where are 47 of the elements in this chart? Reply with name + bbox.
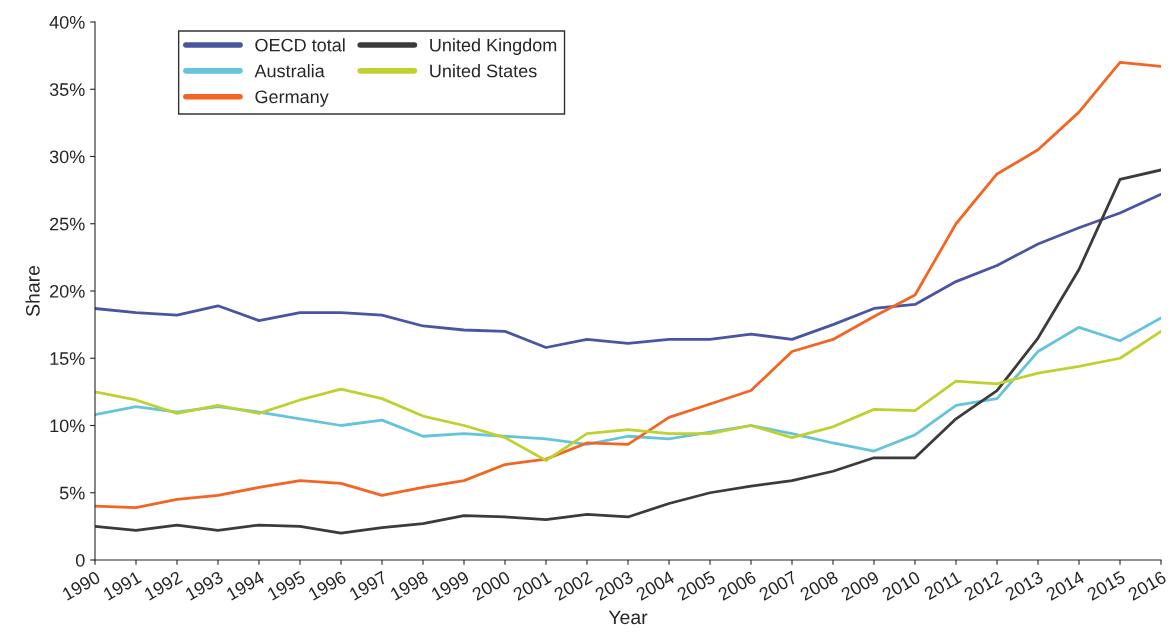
x-tick-label: 1996 [307, 570, 347, 601]
y-tick-label: 10% [50, 419, 85, 433]
x-tick-label: 2000 [471, 570, 512, 601]
x-tick-label: 2015 [1086, 570, 1126, 601]
x-tick-label: 2005 [676, 570, 716, 601]
y-axis-title: Share [25, 265, 40, 317]
x-tick-label: 2006 [717, 570, 757, 601]
x-tick-label: 1992 [143, 570, 183, 601]
x-tick-label: 2001 [512, 570, 552, 601]
x-tick-label: 1990 [61, 570, 102, 601]
x-tick-label: 2008 [799, 570, 839, 601]
y-tick-label: 15% [50, 352, 85, 365]
y-tick-label: 25% [50, 217, 85, 231]
x-tick-label: 2014 [1045, 570, 1086, 601]
x-tick-label: 2013 [1004, 570, 1044, 601]
legend-label: Germany [255, 90, 329, 107]
legend-label: Australia [254, 64, 325, 78]
x-tick-label: 1997 [348, 570, 388, 601]
x-tick-label: 2012 [963, 570, 1003, 601]
y-tick-label: 30% [49, 150, 85, 164]
y-tick-label: 35% [49, 83, 85, 96]
line-series [95, 60, 1161, 509]
y-tick-label: 0 [75, 553, 85, 567]
x-tick-label: 2010 [881, 570, 922, 601]
y-tick-label: 20% [50, 284, 85, 298]
x-tick-label: 2003 [594, 570, 634, 601]
x-tick-label: 2011 [923, 570, 962, 601]
x-tick-label: 1998 [389, 570, 429, 601]
legend-label: United States [430, 64, 537, 78]
legend-label: United Kingdom [430, 38, 557, 56]
x-tick-label: 2002 [553, 570, 593, 601]
x-tick-label: 1995 [266, 570, 306, 601]
y-tick-label: 5% [59, 486, 85, 500]
x-tick-label: 1991 [102, 570, 142, 601]
x-tick-label: 1993 [184, 570, 224, 601]
line-series [95, 168, 1161, 535]
legend-label: OECD total [255, 38, 345, 52]
x-axis-title: Year [608, 610, 648, 625]
x-tick-label: 2004 [635, 570, 676, 601]
y-tick-label: 40% [49, 15, 85, 29]
line-series [95, 329, 1161, 462]
x-tick-label: 1994 [225, 570, 266, 601]
x-tick-label: 1999 [430, 570, 470, 601]
x-tick-label: 2016 [1127, 570, 1167, 601]
line-series [95, 192, 1161, 349]
x-tick-label: 2007 [758, 570, 798, 601]
x-tick-label: 2009 [840, 570, 880, 601]
